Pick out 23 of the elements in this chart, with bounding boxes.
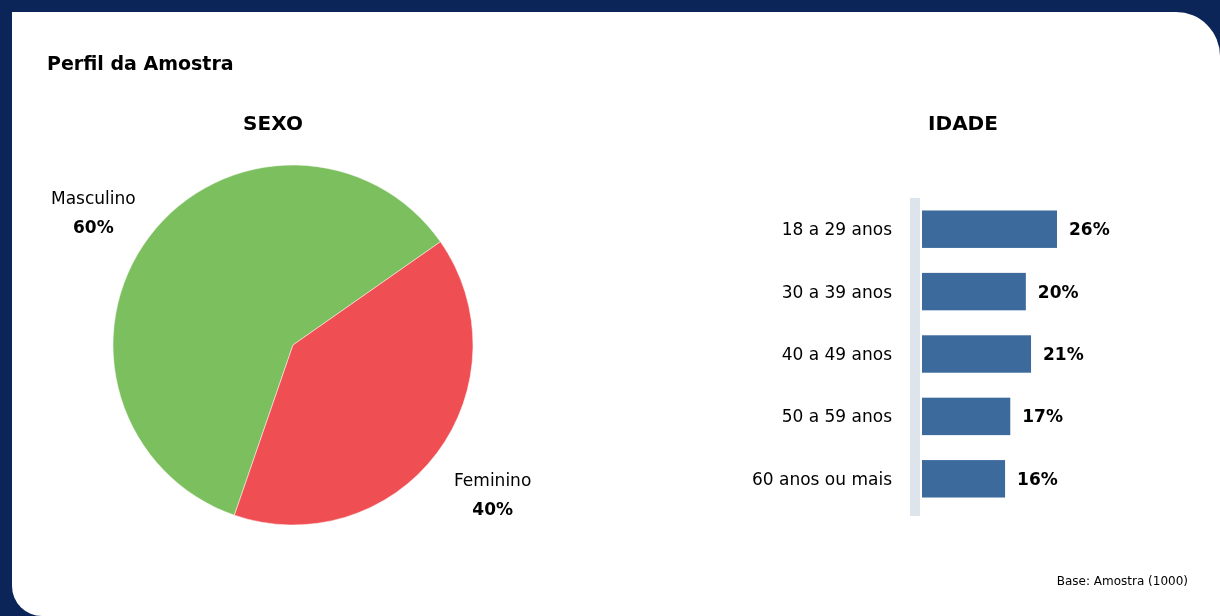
bar bbox=[922, 397, 1011, 436]
bar bbox=[922, 460, 1006, 498]
data-label: 26% bbox=[1069, 219, 1110, 240]
y-tick-label: 60 anos ou mais bbox=[751, 468, 893, 489]
bar bbox=[922, 210, 1057, 248]
y-tick-label: 50 a 59 anos bbox=[781, 406, 893, 427]
data-label: 60% bbox=[72, 216, 114, 237]
data-label: 16% bbox=[1017, 468, 1058, 489]
slice-label: Feminino bbox=[454, 470, 532, 491]
chart-title: IDADE bbox=[928, 111, 998, 135]
data-label: 17% bbox=[1022, 406, 1063, 427]
bar bbox=[922, 272, 1026, 311]
data-label: 40% bbox=[472, 499, 514, 520]
y-tick-label: 30 a 39 anos bbox=[781, 281, 893, 302]
text: Base: Amostra (1000) bbox=[1056, 574, 1188, 588]
text: Perfil da Amostra bbox=[47, 52, 234, 74]
bar bbox=[922, 335, 1032, 373]
slice-label: Masculino bbox=[51, 187, 136, 208]
data-label: 20% bbox=[1037, 281, 1079, 302]
data-label: 21% bbox=[1043, 344, 1084, 364]
y-tick-label: 40 a 49 anos bbox=[781, 344, 893, 364]
y-tick-label: 18 a 29 anos bbox=[781, 219, 893, 240]
chart-title: SEXO bbox=[243, 111, 303, 135]
